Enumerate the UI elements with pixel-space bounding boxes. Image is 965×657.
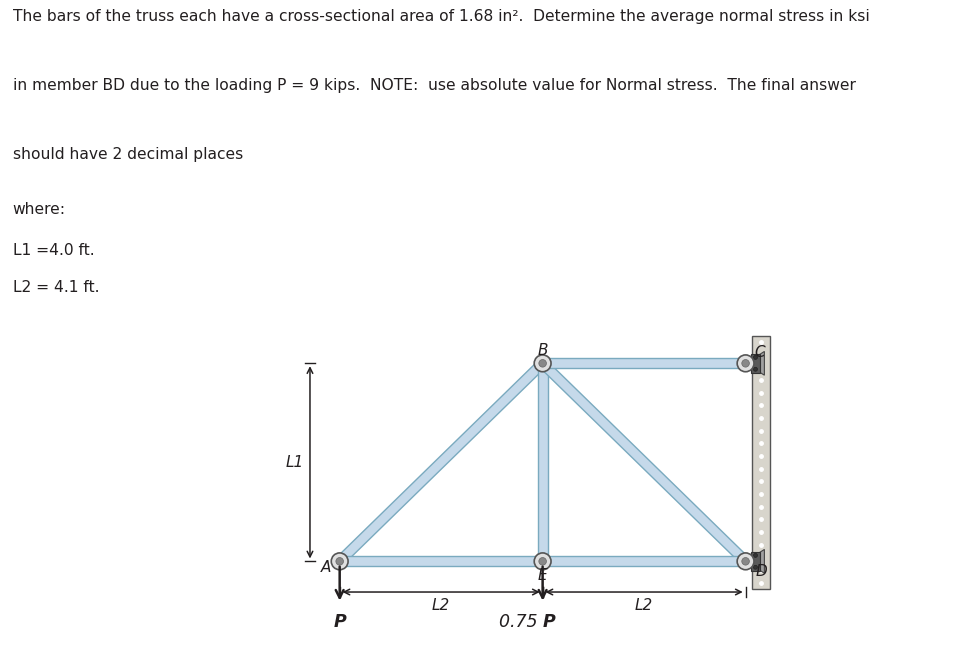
Bar [751,552,760,571]
Text: L2: L2 [635,599,653,614]
Text: E: E [538,568,547,583]
Circle shape [535,553,551,570]
Polygon shape [746,351,764,375]
Text: should have 2 decimal places: should have 2 decimal places [13,147,243,162]
Circle shape [742,558,750,565]
Text: in member BD due to the loading P = 9 kips.  NOTE:  use absolute value for Norma: in member BD due to the loading P = 9 ki… [13,78,855,93]
Circle shape [737,553,754,570]
Polygon shape [336,360,546,565]
Text: L2: L2 [432,599,451,614]
Circle shape [535,355,551,372]
Text: 0.75: 0.75 [499,613,542,631]
Polygon shape [538,363,547,561]
Polygon shape [542,358,746,369]
Circle shape [331,553,348,570]
Polygon shape [539,360,749,565]
Circle shape [742,359,750,367]
Bar [752,336,770,589]
Text: L1: L1 [286,455,304,470]
Circle shape [754,355,758,359]
Circle shape [336,558,344,565]
Text: L1 =4.0 ft.: L1 =4.0 ft. [13,243,95,258]
Circle shape [538,359,546,367]
Circle shape [754,553,758,557]
Text: P: P [543,613,556,631]
Polygon shape [542,556,746,566]
Circle shape [754,565,758,569]
Text: C: C [754,345,764,360]
Polygon shape [746,549,764,573]
Circle shape [538,558,546,565]
Bar [751,354,760,373]
Polygon shape [340,556,542,566]
Circle shape [737,355,754,372]
Text: D: D [756,564,767,579]
Circle shape [754,367,758,371]
Text: P: P [333,613,346,631]
Text: A: A [320,560,331,575]
Text: The bars of the truss each have a cross-sectional area of 1.68 in².  Determine t: The bars of the truss each have a cross-… [13,9,869,24]
Text: L2 = 4.1 ft.: L2 = 4.1 ft. [13,281,99,296]
Text: where:: where: [13,202,66,217]
Text: B: B [538,344,548,359]
